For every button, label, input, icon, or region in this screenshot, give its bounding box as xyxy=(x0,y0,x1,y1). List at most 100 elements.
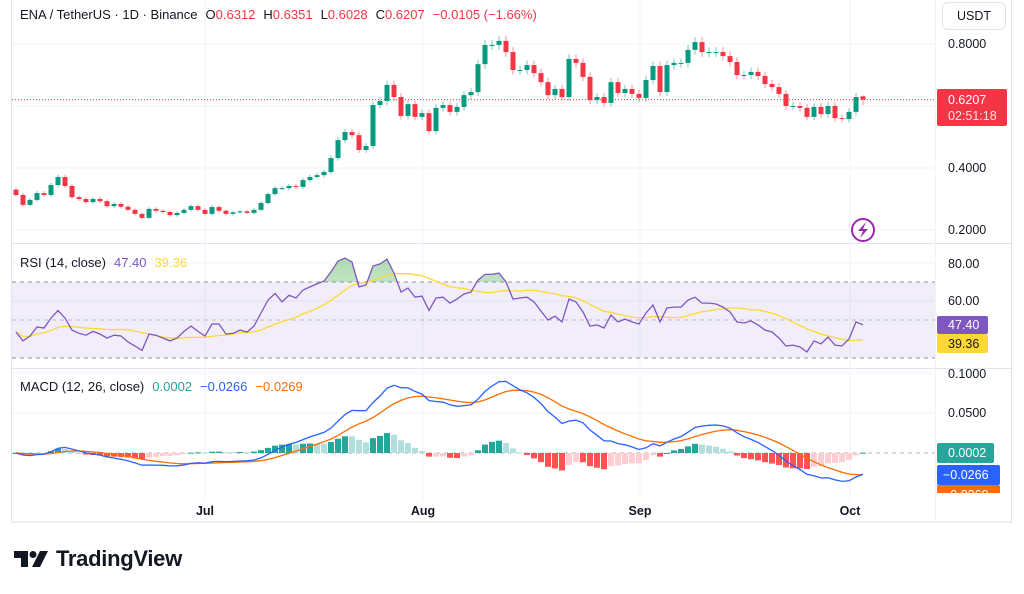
macd-histogram-bar xyxy=(377,435,383,453)
macd-histogram-bar xyxy=(405,443,411,453)
candle-body xyxy=(538,73,544,83)
macd-histogram-bar xyxy=(699,444,705,453)
macd-histogram-bar xyxy=(503,442,509,453)
symbol-legend[interactable]: ENA / TetherUS · 1D · Binance O0.6312 H0.6… xyxy=(20,7,537,22)
candle-body xyxy=(727,56,733,62)
time-tick: Sep xyxy=(629,504,652,518)
macd-badges-clip: −0.0269 −0.0266 xyxy=(937,465,1000,502)
candle-body xyxy=(860,96,866,100)
macd-histogram-bar xyxy=(454,453,460,459)
candle-body xyxy=(846,111,852,120)
macd-histogram-bar xyxy=(839,453,845,463)
macd-histogram-bar xyxy=(734,453,740,456)
candle-body xyxy=(741,75,747,76)
candle-body xyxy=(636,93,642,98)
candle-body xyxy=(804,107,810,117)
candle-body xyxy=(76,197,82,199)
macd-tick: 0.0500 xyxy=(948,406,986,420)
time-tick: Jul xyxy=(196,504,214,518)
macd-histogram-bar xyxy=(727,451,733,453)
candle-body xyxy=(27,199,33,205)
macd-line-badge xyxy=(937,465,1000,485)
macd-histogram-bar xyxy=(139,453,145,459)
macd-histogram-bar xyxy=(496,440,502,453)
candle-body xyxy=(825,106,831,115)
candle-body xyxy=(580,62,586,77)
grid xyxy=(12,0,936,522)
macd-signal-label: −0.0269 xyxy=(943,488,989,502)
candle-body xyxy=(573,58,579,63)
candle-body xyxy=(776,87,782,94)
macd-histogram-bar xyxy=(83,453,89,455)
candle-body xyxy=(83,199,89,203)
macd-histogram-bar xyxy=(125,453,131,458)
candle-body xyxy=(195,206,201,210)
rsi-tick: 80.00 xyxy=(948,257,979,271)
macd-histogram-bar xyxy=(818,453,824,466)
candle-body xyxy=(664,65,670,93)
rsi-value-badge xyxy=(937,316,988,334)
candle-body xyxy=(139,213,145,218)
macd-histogram-bar xyxy=(258,450,264,453)
rsi-band xyxy=(12,281,935,359)
macd-histogram-bar xyxy=(552,453,558,469)
candle-body xyxy=(69,185,75,198)
lightning-icon[interactable] xyxy=(851,218,875,242)
rsi-legend[interactable]: RSI (14, close) 47.40 39.36 xyxy=(20,255,187,270)
bar-countdown: 02:51:18 xyxy=(948,109,997,123)
macd-histogram-bar xyxy=(517,452,523,454)
candle-body xyxy=(118,203,124,207)
macd-histogram-bar xyxy=(482,444,488,453)
candle-body xyxy=(97,199,103,202)
macd-histogram-bar xyxy=(762,453,768,463)
macd-histogram-bar xyxy=(356,439,362,453)
macd-histogram-bar xyxy=(167,453,173,457)
macd-histogram-bar xyxy=(370,438,376,453)
macd-histogram-bar xyxy=(440,453,446,457)
macd-histogram-bar xyxy=(825,453,831,464)
candle-body xyxy=(552,88,558,96)
candle-body xyxy=(335,140,341,159)
candle-body xyxy=(615,82,621,93)
candle-body xyxy=(517,70,523,72)
macd-histogram-bar xyxy=(286,444,292,453)
candle-body xyxy=(293,185,299,187)
candle-body xyxy=(475,64,481,93)
macd-histogram-bar xyxy=(741,453,747,459)
macd-legend[interactable]: MACD (12, 26, close) 0.0002 −0.0266 −0.0269 xyxy=(20,379,303,394)
tradingview-logo[interactable]: TradingView xyxy=(14,546,182,572)
candle-body xyxy=(832,106,838,119)
candle-body xyxy=(797,106,803,108)
macd-histogram-bar xyxy=(398,440,404,453)
price-tick: 0.4000 xyxy=(948,161,986,175)
candle-body xyxy=(790,106,796,107)
candle-body xyxy=(748,71,754,75)
macd-histogram-bar xyxy=(153,453,159,457)
candle-body xyxy=(699,42,705,53)
macd-histogram-bar xyxy=(832,453,838,463)
last-price-value: 0.6207 xyxy=(948,93,986,107)
candle-body xyxy=(447,105,453,112)
candle-body xyxy=(818,106,824,115)
candle-body xyxy=(412,104,418,117)
macd-histogram-bar xyxy=(216,451,222,453)
candle-body xyxy=(545,82,551,96)
macd-hist-badge xyxy=(937,443,994,463)
candle-body xyxy=(769,83,775,88)
macd-histogram-bar xyxy=(524,453,530,456)
macd-line xyxy=(15,380,864,483)
macd-histogram-bar xyxy=(692,443,698,453)
currency-button[interactable]: USDT xyxy=(942,2,1006,30)
candle-body xyxy=(13,189,19,195)
candle-body xyxy=(314,175,320,177)
macd-histogram-bar xyxy=(720,448,726,453)
macd-histogram-bar xyxy=(293,444,299,453)
macd-histogram-bar xyxy=(797,453,803,469)
macd-histogram-bar xyxy=(349,436,355,453)
candle-body xyxy=(265,194,271,204)
candle-body xyxy=(405,104,411,116)
macd-histogram-bar xyxy=(615,453,621,466)
macd-histogram-bar xyxy=(244,452,250,454)
macd-histogram-bar xyxy=(223,452,229,454)
